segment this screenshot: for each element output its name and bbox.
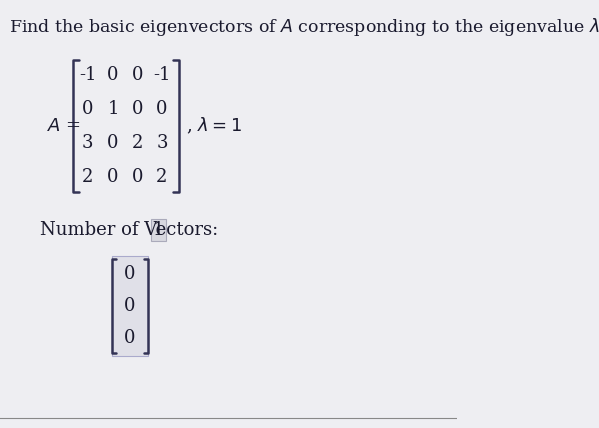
Text: 0: 0 xyxy=(107,134,119,152)
Text: 2: 2 xyxy=(132,134,143,152)
Text: 1: 1 xyxy=(107,100,119,118)
Text: -1: -1 xyxy=(153,66,171,84)
Text: 2: 2 xyxy=(82,168,93,186)
Text: 0: 0 xyxy=(124,329,135,347)
Text: Find the basic eigenvectors of $A$ corresponding to the eigenvalue $\lambda$.: Find the basic eigenvectors of $A$ corre… xyxy=(9,16,599,38)
Text: 3: 3 xyxy=(156,134,168,152)
Text: 0: 0 xyxy=(107,168,119,186)
Text: 0: 0 xyxy=(132,66,143,84)
Text: 2: 2 xyxy=(156,168,168,186)
Text: 3: 3 xyxy=(82,134,93,152)
Text: 0: 0 xyxy=(132,168,143,186)
Text: 0: 0 xyxy=(124,297,135,315)
Text: Number of Vectors:: Number of Vectors: xyxy=(40,221,223,239)
Text: $A$ =: $A$ = xyxy=(47,117,81,135)
Text: -1: -1 xyxy=(79,66,96,84)
FancyBboxPatch shape xyxy=(111,256,148,356)
Text: 0: 0 xyxy=(124,265,135,283)
Text: 1: 1 xyxy=(153,221,165,239)
Text: 0: 0 xyxy=(132,100,143,118)
Text: 0: 0 xyxy=(156,100,168,118)
Text: 0: 0 xyxy=(82,100,93,118)
Text: 0: 0 xyxy=(107,66,119,84)
Text: , $\lambda = 1$: , $\lambda = 1$ xyxy=(186,116,241,136)
FancyBboxPatch shape xyxy=(151,219,167,241)
